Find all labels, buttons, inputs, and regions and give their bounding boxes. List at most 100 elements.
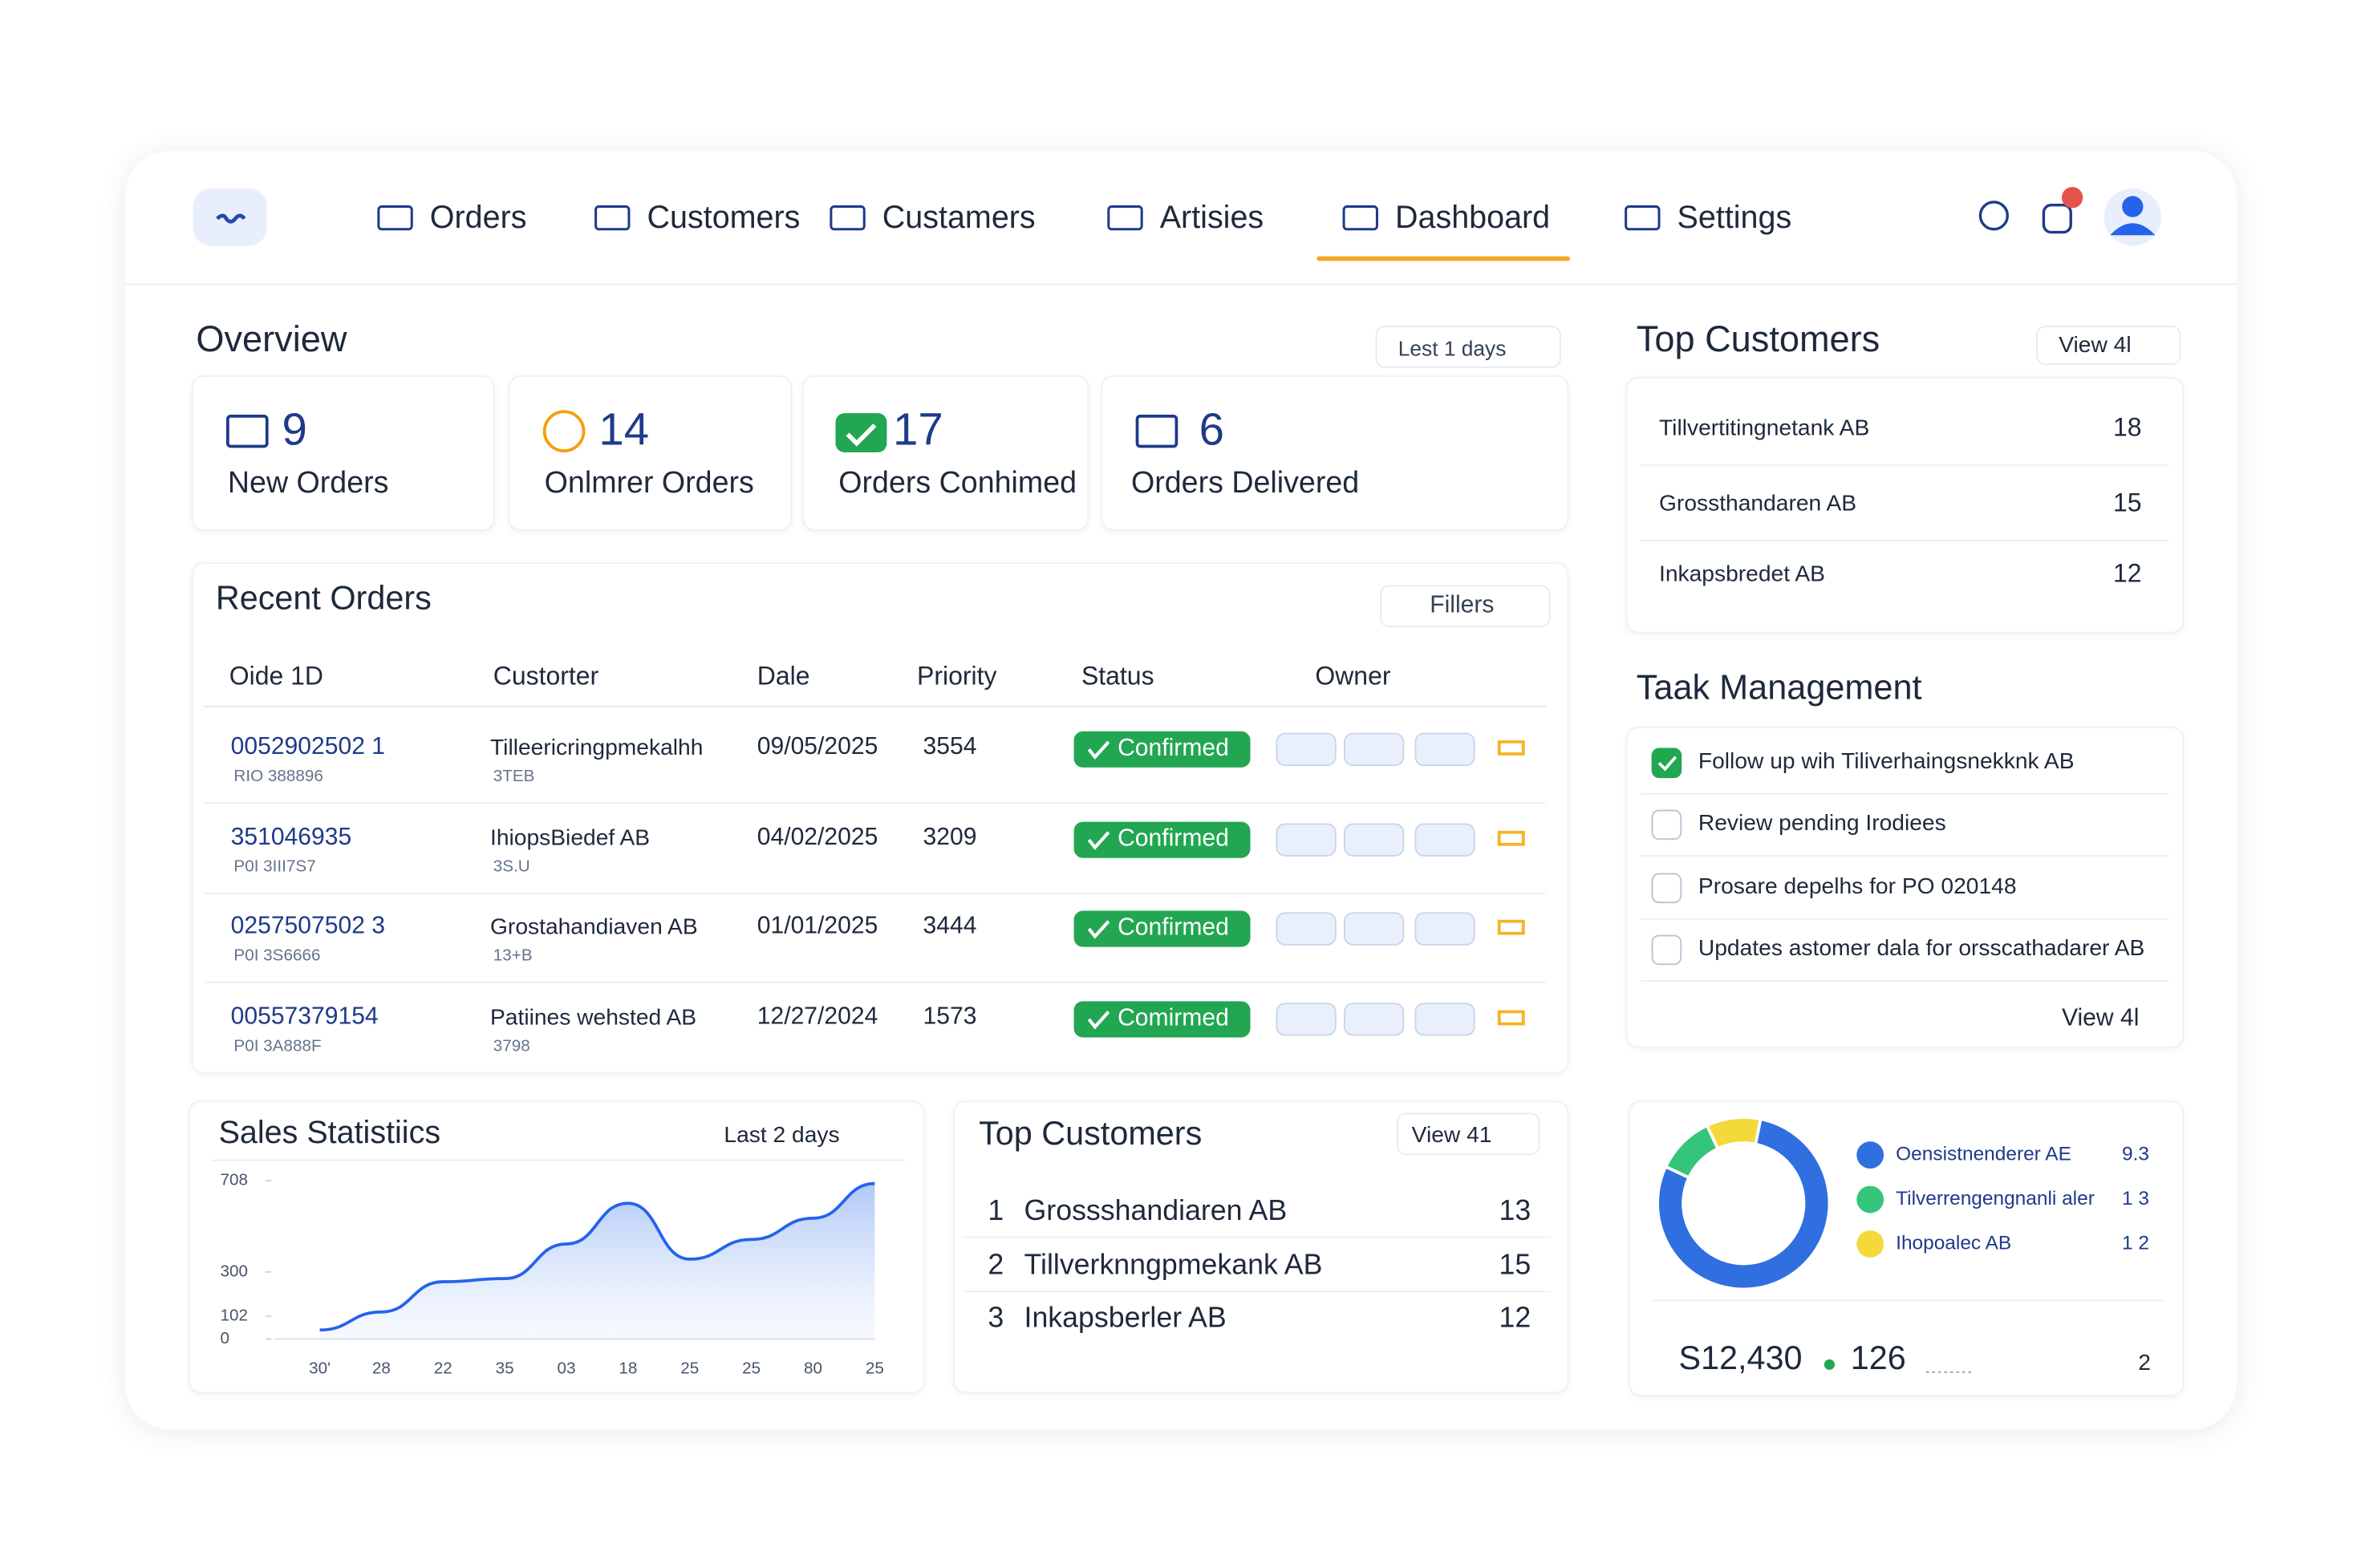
order-sub: RIO 388896 [233, 767, 323, 786]
status-label: Confirmed [1118, 826, 1229, 853]
owner-action[interactable] [1414, 912, 1475, 946]
view-all[interactable]: View 4l [2061, 1005, 2140, 1031]
stat-label: Orders Delivered [1131, 466, 1360, 500]
filter-button[interactable] [1380, 585, 1551, 628]
customer-sub: 3S.U [493, 857, 530, 877]
customer-sub: 3TEB [493, 767, 535, 786]
section-title: Overview [196, 319, 347, 361]
stat-value: 9 [282, 405, 307, 456]
status-label: Confirmed [1118, 735, 1229, 762]
stat-label: New Orders [227, 466, 389, 500]
customer-sub: 3798 [493, 1037, 530, 1055]
stat-label: Onlmrer Orders [544, 466, 754, 500]
row-divider [203, 802, 1546, 804]
order-date: 12/27/2024 [757, 1004, 878, 1031]
nav-item[interactable]: Artisies [1159, 201, 1264, 236]
customer-value: 15 [1499, 1249, 1531, 1282]
customer-value: 12 [2113, 559, 2142, 589]
flag-icon [1497, 919, 1525, 935]
order-date: 04/02/2025 [757, 825, 878, 851]
owner-action[interactable] [1276, 732, 1337, 767]
task-text: Follow up wih Tiliverhaingsnekknk AB [1698, 748, 2075, 775]
column-header: Dale [757, 662, 810, 691]
order-id: 00557379154 [230, 1004, 379, 1031]
order-priority: 3444 [923, 914, 977, 940]
owner-action[interactable] [1344, 1003, 1405, 1036]
summary-extra: 2 [2138, 1350, 2151, 1376]
chart-header-divider [211, 1159, 905, 1161]
stat-card [508, 375, 792, 531]
owner-action[interactable] [1414, 823, 1475, 857]
range-label[interactable]: Last 2 days [724, 1122, 840, 1149]
stat-card [191, 375, 495, 531]
column-header: Owner [1315, 662, 1391, 691]
row-divider [1641, 918, 2169, 920]
order-id: 351046935 [230, 825, 352, 851]
view-all[interactable]: View 41 [1411, 1122, 1492, 1149]
task-checkbox[interactable] [1651, 748, 1682, 779]
customer-name: Grostahandiaven AB [490, 914, 698, 941]
nav-divider [125, 283, 2237, 286]
nav-item[interactable]: Customers [647, 201, 801, 236]
customer-name: Tillverknngpmekank AB [1024, 1249, 1323, 1282]
rank: 2 [988, 1249, 1004, 1282]
customer-name: IhiopsBiedef AB [490, 825, 651, 852]
filter-label[interactable]: Fillers [1430, 592, 1495, 618]
nav-item[interactable]: Orders [429, 201, 527, 236]
row-divider [962, 1236, 1551, 1238]
customer-sub: 13+B [493, 946, 533, 966]
nav-item[interactable]: Settings [1677, 201, 1792, 236]
table-header-divider [203, 705, 1546, 707]
nav-item[interactable]: Dashboard [1395, 201, 1551, 236]
order-sub: P0I 3III7S7 [233, 857, 316, 877]
rank: 3 [988, 1303, 1004, 1335]
customer-name: Patiines wehsted AB [490, 1005, 697, 1031]
chart-title: Sales Statistiics [218, 1116, 441, 1151]
recent-orders-panel [191, 562, 1569, 1074]
range-label[interactable]: Lest 1 days [1398, 336, 1507, 361]
view-all[interactable]: View 4l [2059, 332, 2132, 359]
column-header: Priority [917, 662, 997, 691]
owner-action[interactable] [1276, 912, 1337, 946]
donut-divider [1651, 1299, 2164, 1302]
section-title: Taak Management [1636, 667, 1922, 707]
task-checkbox[interactable] [1651, 810, 1682, 841]
owner-action[interactable] [1344, 823, 1405, 857]
view-all-button[interactable] [2036, 326, 2181, 365]
status-label: Comirmed [1118, 1005, 1229, 1031]
customer-name: Inkapsbredet AB [1659, 561, 1825, 588]
view-all-button[interactable] [1396, 1112, 1540, 1156]
customer-value: 13 [1499, 1195, 1531, 1228]
task-text: Updates astomer dala for orsscathadarer … [1698, 935, 2145, 962]
task-panel [1625, 727, 2185, 1048]
task-text: Review pending Irodiees [1698, 811, 1946, 837]
nav-item[interactable]: Custamers [882, 201, 1036, 236]
owner-action[interactable] [1344, 912, 1405, 946]
customer-name: Tilleericringpmekalhh [490, 735, 704, 761]
owner-action[interactable] [1276, 1003, 1337, 1036]
order-date: 09/05/2025 [757, 734, 878, 760]
rank: 1 [988, 1195, 1004, 1228]
order-date: 01/01/2025 [757, 914, 878, 940]
stat-card [802, 375, 1089, 531]
row-divider [1641, 855, 2169, 857]
owner-action[interactable] [1414, 1003, 1475, 1036]
task-checkbox[interactable] [1651, 934, 1682, 965]
customer-name: Grossshandiaren AB [1024, 1195, 1288, 1228]
customer-name: Inkapsberler AB [1024, 1303, 1227, 1335]
order-id: 0052902502 1 [230, 734, 386, 760]
row-divider [203, 892, 1546, 894]
column-header: Status [1081, 662, 1154, 691]
customer-value: 18 [2113, 413, 2142, 442]
owner-action[interactable] [1276, 823, 1337, 857]
range-dropdown[interactable] [1375, 326, 1561, 368]
owner-action[interactable] [1414, 732, 1475, 767]
task-checkbox[interactable] [1651, 872, 1682, 903]
owner-action[interactable] [1344, 732, 1405, 767]
status-label: Confirmed [1118, 915, 1229, 942]
row-divider [962, 1290, 1551, 1292]
logo [193, 188, 267, 246]
flag-icon [1497, 1010, 1525, 1026]
order-priority: 3554 [923, 734, 977, 760]
